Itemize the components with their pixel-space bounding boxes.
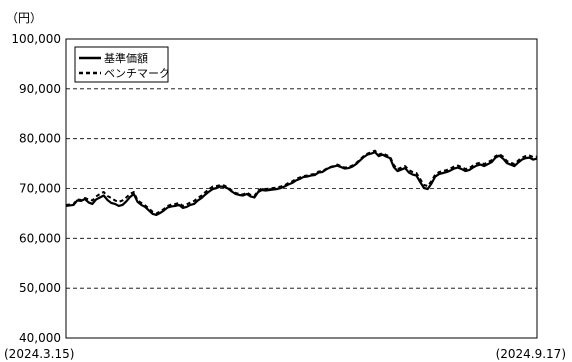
y-tick-label: 100,000 xyxy=(11,32,61,46)
grid-lines xyxy=(66,88,537,289)
x-start-label: (2024.3.15) xyxy=(4,347,74,361)
x-end-label: (2024.9.17) xyxy=(496,347,566,361)
y-tick-label: 90,000 xyxy=(19,82,61,96)
y-axis-tick-labels: 40,000 50,000 60,000 70,000 80,000 90,000 100,… xyxy=(11,32,61,345)
legend-label-nav: 基準価額 xyxy=(104,51,148,65)
series-line-benchmark xyxy=(65,149,538,215)
series-line-nav xyxy=(65,151,538,217)
y-tick-label: 50,000 xyxy=(19,281,61,295)
y-tick-label: 80,000 xyxy=(19,132,61,146)
y-tick-label: 60,000 xyxy=(19,231,61,245)
series-lines xyxy=(65,149,538,217)
y-tick-label: 70,000 xyxy=(19,182,61,196)
legend-box xyxy=(74,46,169,83)
legend-label-benchmark: ベンチマーク xyxy=(104,67,170,80)
y-tick-label: 40,000 xyxy=(19,331,61,345)
y-unit-label: （円） xyxy=(6,11,42,25)
legend: 基準価額 ベンチマーク xyxy=(74,46,170,83)
